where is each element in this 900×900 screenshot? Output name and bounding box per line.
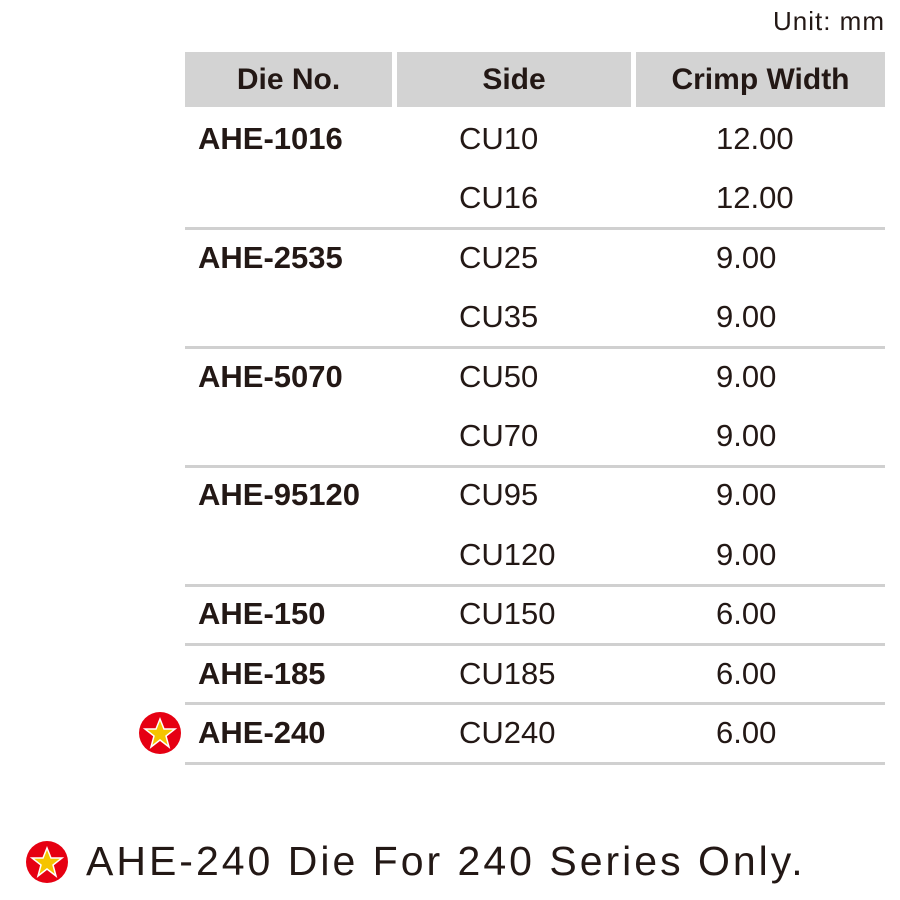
footnote: AHE-240 Die For 240 Series Only. xyxy=(86,838,806,884)
crimp-width: 9.00 xyxy=(716,477,777,513)
row-separator xyxy=(185,761,885,765)
side: CU240 xyxy=(459,715,556,750)
row-separator xyxy=(185,464,885,468)
row-separator xyxy=(185,583,885,587)
crimp-width: 12.00 xyxy=(716,180,794,216)
side: CU35 xyxy=(459,299,539,335)
crimp-width: 9.00 xyxy=(716,358,777,394)
crimp-width: 6.00 xyxy=(716,715,777,750)
star-icon xyxy=(139,712,181,754)
die-no: AHE-5070 xyxy=(198,358,343,394)
side: CU95 xyxy=(459,477,539,513)
side: CU70 xyxy=(459,418,539,453)
die-no: AHE-150 xyxy=(198,596,326,632)
side: CU185 xyxy=(459,655,556,691)
die-no: AHE-1016 xyxy=(198,121,343,156)
side: CU120 xyxy=(459,536,556,572)
side: CU50 xyxy=(459,358,539,394)
die-no: AHE-95120 xyxy=(198,477,360,513)
crimp-width: 12.00 xyxy=(716,121,794,156)
side: CU150 xyxy=(459,596,556,632)
die-no: AHE-2535 xyxy=(198,239,343,275)
unit-label: Unit: mm xyxy=(773,6,885,36)
die-no: AHE-240 xyxy=(198,715,326,750)
star-icon xyxy=(26,841,68,883)
crimp-width: 6.00 xyxy=(716,596,777,632)
crimp-width: 9.00 xyxy=(716,418,777,453)
die-no: AHE-185 xyxy=(198,655,326,691)
header-die: Die No. xyxy=(185,52,392,107)
row-separator xyxy=(185,642,885,646)
side: CU10 xyxy=(459,121,539,156)
row-separator xyxy=(185,345,885,349)
crimp-width: 6.00 xyxy=(716,655,777,691)
crimp-width: 9.00 xyxy=(716,536,777,572)
row-separator xyxy=(185,227,885,231)
crimp-width: 9.00 xyxy=(716,239,777,275)
side: CU16 xyxy=(459,180,539,216)
row-separator xyxy=(185,702,885,706)
header-side: Side xyxy=(397,52,631,107)
header-width: Crimp Width xyxy=(636,52,885,107)
crimp-width: 9.00 xyxy=(716,299,777,335)
side: CU25 xyxy=(459,239,539,275)
